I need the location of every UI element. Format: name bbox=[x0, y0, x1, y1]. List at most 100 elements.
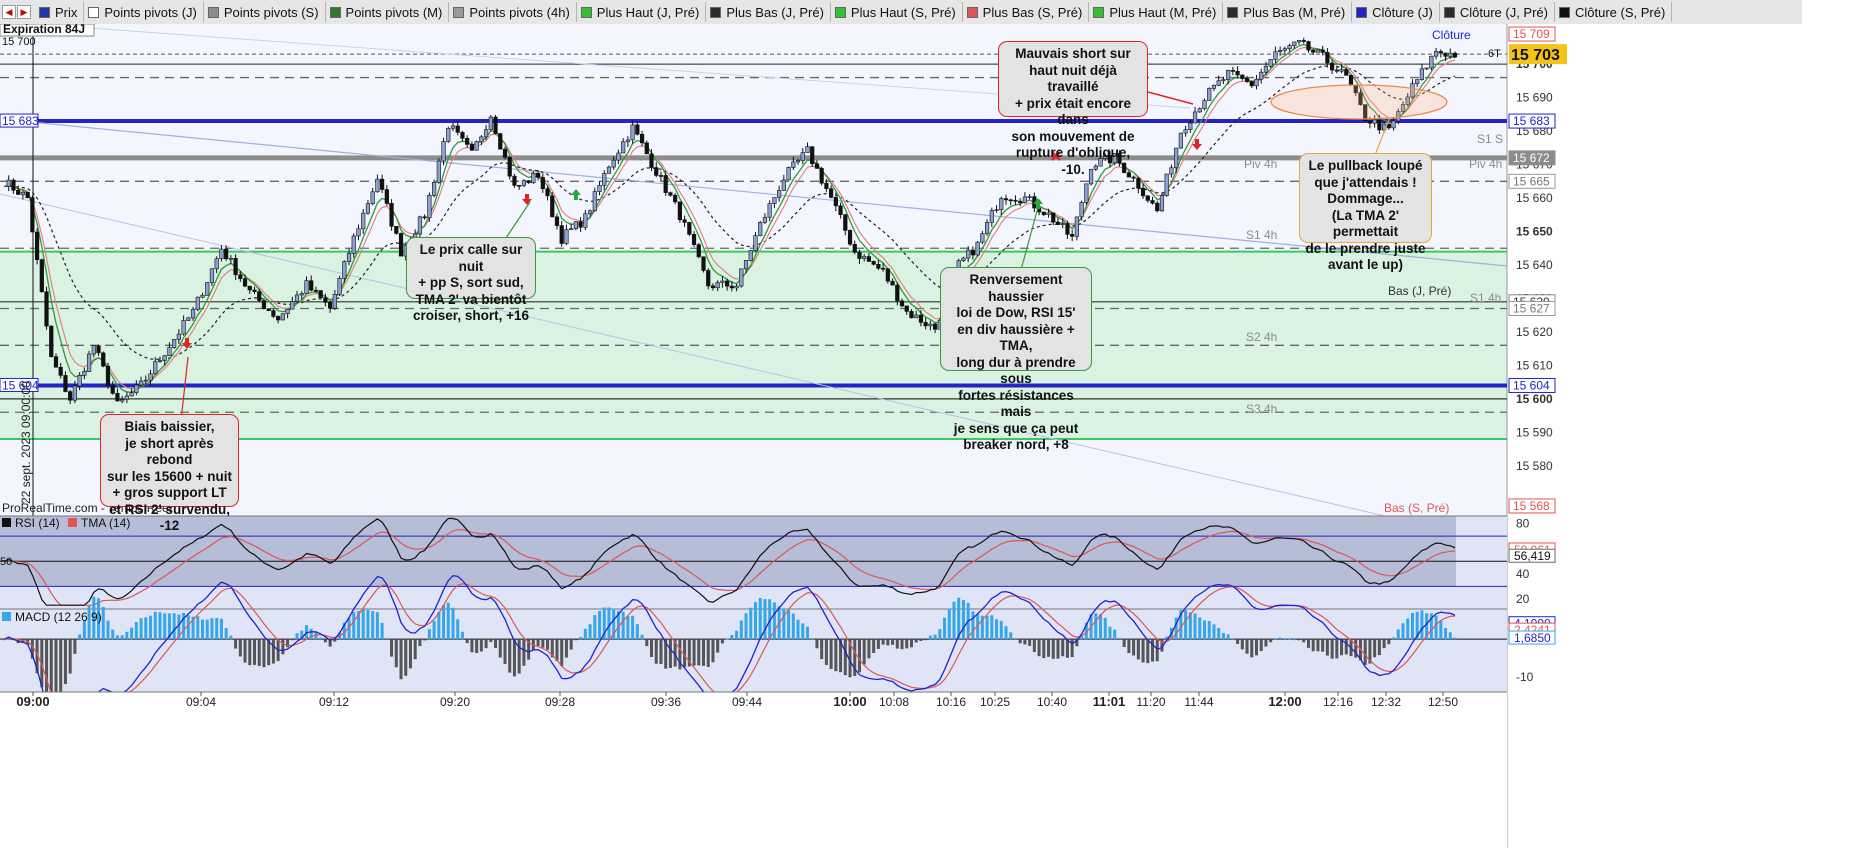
candle-body bbox=[914, 314, 919, 319]
macd-hist-bar bbox=[1420, 610, 1424, 640]
candle-body bbox=[710, 285, 716, 289]
trendline-2 bbox=[0, 193, 1386, 517]
legend-toggle-9[interactable]: Plus Haut (M, Pré) bbox=[1089, 2, 1224, 22]
candles-group bbox=[6, 37, 1458, 405]
value-box-bg bbox=[1508, 173, 1556, 189]
legend-toggle-5[interactable]: Plus Haut (J, Pré) bbox=[577, 2, 707, 22]
candle-body bbox=[1292, 41, 1297, 46]
candle-body bbox=[120, 399, 125, 402]
candle-body bbox=[829, 188, 834, 198]
candle-body bbox=[294, 294, 300, 302]
legend-toggle-3[interactable]: Points pivots (M) bbox=[326, 2, 450, 22]
legend-toggle-7[interactable]: Plus Haut (S, Pré) bbox=[831, 2, 963, 22]
candle-body bbox=[1372, 119, 1377, 124]
candle-body bbox=[318, 290, 323, 298]
candle-body bbox=[68, 391, 73, 401]
candle-body bbox=[540, 177, 545, 189]
candle-body bbox=[153, 361, 158, 375]
candle-body bbox=[1140, 187, 1146, 197]
candle-body bbox=[743, 260, 749, 270]
legend-toggle-4[interactable]: Points pivots (4h) bbox=[449, 2, 577, 22]
chart-canvas[interactable]: Clôture 6T S1 S Piv 4h Piv 4h S1 4h Bas (J, Pr… bbox=[0, 24, 1876, 848]
macd-hist-bar bbox=[593, 615, 597, 640]
legend-toggle-10[interactable]: Plus Bas (M, Pré) bbox=[1223, 2, 1353, 22]
candle-body bbox=[1315, 49, 1321, 53]
value-box-text: 15 604 bbox=[1513, 378, 1550, 392]
macd-hist-bar bbox=[720, 639, 724, 644]
legend-label: Clôture (S, Pré) bbox=[1574, 4, 1666, 20]
macd-hist-bar bbox=[1179, 610, 1183, 640]
candle-body bbox=[1013, 199, 1018, 202]
sell-arrow-icon bbox=[522, 194, 532, 205]
macd-hist-bar bbox=[905, 639, 909, 649]
toolbar-scroll-arrows[interactable]: ◀ ▶ bbox=[0, 5, 35, 19]
macd-hist-bar bbox=[1127, 639, 1131, 654]
macd-hist-bar bbox=[824, 639, 828, 665]
macd-hist-bar bbox=[791, 613, 795, 640]
candle-body bbox=[810, 146, 815, 165]
macd-hist-bar bbox=[78, 634, 82, 640]
candle-body bbox=[370, 191, 375, 204]
legend-toggle-13[interactable]: Clôture (S, Pré) bbox=[1555, 2, 1673, 22]
legend-swatch bbox=[710, 6, 722, 18]
macd-hist-bar bbox=[1075, 639, 1079, 647]
macd-hist-bar bbox=[886, 639, 890, 646]
macd-hist-bar bbox=[914, 639, 918, 643]
candle-body bbox=[502, 148, 508, 158]
y-tick-label: 15 690 bbox=[1516, 91, 1553, 105]
macd-hist-bar bbox=[598, 610, 602, 640]
macd-hist-bar bbox=[1311, 639, 1315, 652]
legend-toggle-6[interactable]: Plus Bas (J, Pré) bbox=[706, 2, 831, 22]
candle-body bbox=[1287, 45, 1292, 49]
macd-hist-bar bbox=[645, 639, 649, 647]
candle-body bbox=[58, 366, 63, 376]
candle-body bbox=[143, 379, 148, 382]
macd-hist-bar bbox=[243, 639, 247, 663]
legend-toggle-11[interactable]: Clôture (J) bbox=[1352, 2, 1440, 22]
candle-body bbox=[989, 210, 994, 223]
macd-hist-bar bbox=[706, 639, 710, 667]
legend-toggle-1[interactable]: Points pivots (J) bbox=[84, 2, 204, 22]
expiration-label: Expiration 84J bbox=[3, 24, 85, 36]
candle-body bbox=[800, 152, 805, 161]
macd-hist-bar bbox=[1448, 632, 1452, 640]
value-box-bg bbox=[1508, 300, 1556, 316]
candle-body bbox=[1197, 108, 1202, 113]
value-box-bg bbox=[1508, 113, 1556, 129]
candle-body bbox=[1249, 81, 1254, 87]
legend-label: Clôture (J, Pré) bbox=[1459, 4, 1548, 20]
candle-body bbox=[176, 333, 181, 340]
macd-hist-bar bbox=[87, 605, 91, 640]
macd-hist-bar bbox=[772, 602, 776, 640]
legend-toggle-12[interactable]: Clôture (J, Pré) bbox=[1440, 2, 1555, 22]
macd-hist-bar bbox=[933, 634, 937, 640]
macd-hist-bar bbox=[621, 611, 625, 640]
macd-hist-bar bbox=[1354, 639, 1358, 658]
candle-body bbox=[578, 221, 583, 228]
candle-body bbox=[791, 161, 796, 168]
macd-hist-bar bbox=[106, 620, 110, 640]
candle-body bbox=[261, 300, 267, 310]
macd-hist-bar bbox=[437, 612, 441, 640]
macd-hist-bar bbox=[853, 639, 857, 676]
candle-body bbox=[49, 325, 54, 358]
candle-body bbox=[928, 323, 933, 327]
tma-last-value: 56,419 bbox=[1514, 549, 1551, 563]
macd-hist-bar bbox=[498, 639, 502, 658]
legend-toggle-0[interactable]: Prix bbox=[35, 2, 85, 22]
macd-last-c: 1,6850 bbox=[1514, 631, 1551, 645]
macd-hist-bar bbox=[1141, 639, 1145, 663]
macd-hist-bar bbox=[588, 624, 592, 640]
candle-body bbox=[328, 302, 333, 309]
legend-toggle-2[interactable]: Points pivots (S) bbox=[204, 2, 326, 22]
scroll-right-icon[interactable]: ▶ bbox=[17, 5, 31, 19]
macd-hist-bar bbox=[758, 597, 762, 640]
macd-hist-bar bbox=[583, 628, 587, 640]
candle-body bbox=[483, 129, 489, 138]
macd-hist-bar bbox=[1250, 639, 1254, 658]
macd-hist-bar bbox=[1240, 639, 1244, 650]
legend-toggle-8[interactable]: Plus Bas (S, Pré) bbox=[963, 2, 1090, 22]
candle-body bbox=[1296, 40, 1302, 43]
scroll-left-icon[interactable]: ◀ bbox=[2, 5, 16, 19]
macd-histogram bbox=[2, 596, 1457, 708]
